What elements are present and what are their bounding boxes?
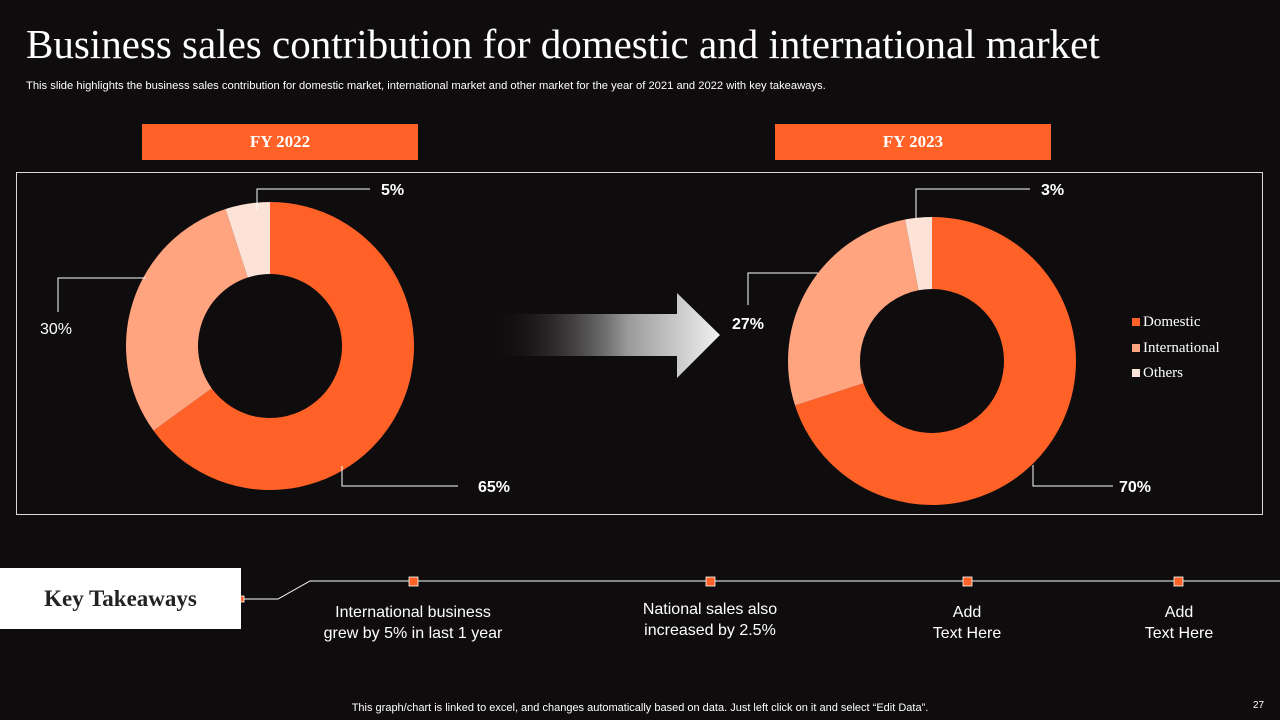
donut-slice-domestic[interactable] bbox=[795, 217, 1076, 505]
legend-label-others: Others bbox=[1143, 365, 1183, 381]
slide-subtitle: This slide highlights the business sales… bbox=[26, 80, 826, 92]
takeaway-item: Add Text Here bbox=[932, 604, 1002, 642]
donut-slice-others[interactable] bbox=[905, 217, 932, 291]
transition-arrow bbox=[490, 293, 720, 378]
takeaway-item: International business grew by 5% in las… bbox=[323, 604, 503, 642]
label-2022-others: 5% bbox=[381, 182, 404, 199]
legend-swatch-international bbox=[1132, 344, 1140, 352]
label-2022-international: 30% bbox=[40, 321, 72, 338]
leader-line-2023-international bbox=[747, 272, 818, 305]
leader-line-2022-domestic bbox=[341, 466, 458, 487]
label-2022-domestic: 65% bbox=[478, 479, 510, 496]
leader-line-2023-others bbox=[915, 188, 1030, 220]
label-2023-others: 3% bbox=[1041, 182, 1064, 199]
leader-line-2022-others bbox=[256, 188, 370, 210]
timeline-marker bbox=[1173, 576, 1184, 587]
legend-swatch-domestic bbox=[1132, 318, 1140, 326]
takeaway-item: Add Text Here bbox=[1144, 604, 1214, 642]
legend-label-domestic: Domestic bbox=[1143, 314, 1201, 330]
chart-legend: Domestic International Others bbox=[1132, 314, 1220, 381]
label-2023-international: 27% bbox=[732, 316, 764, 333]
donut-slice-international[interactable] bbox=[787, 219, 919, 406]
donut-slice-others[interactable] bbox=[225, 202, 270, 278]
fy-2022-header: FY 2022 bbox=[142, 124, 418, 160]
donut-slice-domestic[interactable] bbox=[153, 202, 414, 491]
key-takeaways-heading: Key Takeaways bbox=[0, 568, 241, 629]
charts-frame bbox=[16, 172, 1263, 515]
donut-fy2022[interactable] bbox=[125, 202, 414, 491]
slide-title: Business sales contribution for domestic… bbox=[26, 21, 1100, 67]
label-2023-domestic: 70% bbox=[1119, 479, 1151, 496]
leader-line-2022-international bbox=[57, 277, 146, 312]
donut-slice-international[interactable] bbox=[125, 209, 248, 431]
leader-line-2023-domestic bbox=[1032, 465, 1113, 487]
fy-2023-header: FY 2023 bbox=[775, 124, 1051, 160]
page-number: 27 bbox=[1253, 700, 1265, 711]
timeline-marker bbox=[705, 576, 716, 587]
timeline-marker bbox=[962, 576, 973, 587]
takeaway-item: National sales also increased by 2.5% bbox=[642, 601, 778, 639]
legend-swatch-others bbox=[1132, 369, 1140, 377]
footnote: This graph/chart is linked to excel, and… bbox=[351, 702, 929, 714]
timeline-marker bbox=[408, 576, 419, 587]
timeline-line bbox=[241, 580, 1280, 600]
donut-fy2023[interactable] bbox=[787, 217, 1076, 505]
legend-label-international: International bbox=[1143, 340, 1220, 356]
